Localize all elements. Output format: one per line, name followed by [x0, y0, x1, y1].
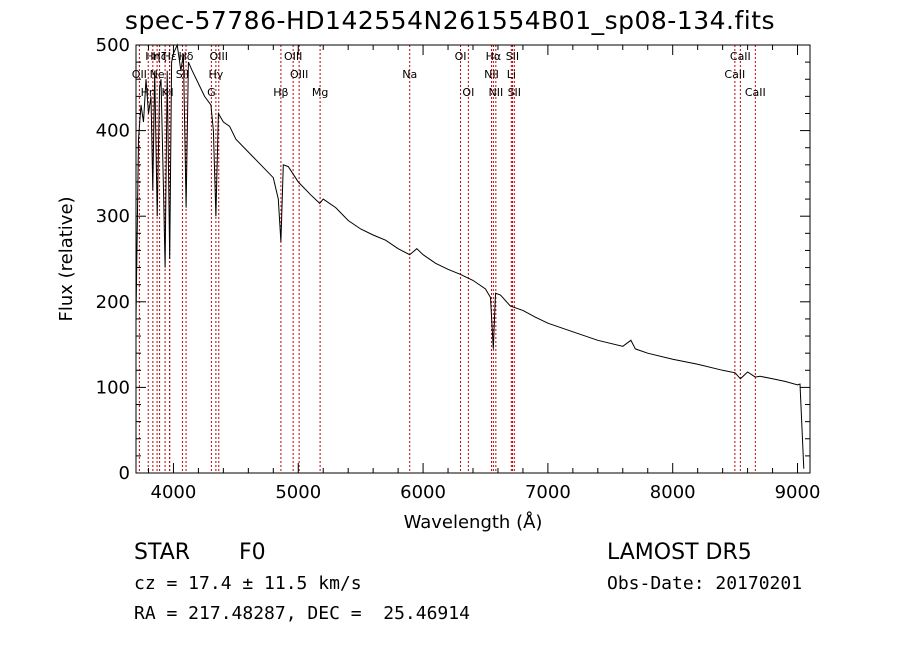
emission-line-markers — [138, 45, 756, 473]
y-tick-label: 100 — [96, 377, 130, 398]
object-subclass: F0 — [239, 540, 266, 565]
line-marker-label: Hδ — [179, 50, 194, 63]
plot-frame — [135, 44, 811, 474]
line-marker-label: CaII — [724, 68, 745, 81]
spectrum-series-line — [135, 43, 805, 469]
line-marker-label: SII — [508, 86, 521, 99]
line-marker-label: Li — [507, 68, 516, 81]
x-axis-label: Wavelength (Å) — [404, 511, 543, 533]
y-tick-label: 300 — [96, 206, 130, 227]
line-marker-label: Hζ — [152, 50, 166, 63]
y-tick-label: 200 — [96, 292, 130, 313]
x-tick-label: 8000 — [650, 482, 696, 503]
line-marker-label: OI — [455, 50, 467, 63]
line-marker-label: SII — [176, 68, 189, 81]
x-tick-label: 6000 — [400, 482, 446, 503]
line-marker-label: Hβ — [273, 86, 288, 99]
x-tick-label: 9000 — [775, 482, 821, 503]
line-marker-label: Hα — [486, 50, 502, 63]
line-marker-label: OIII — [290, 68, 308, 81]
line-marker-label: OIII — [210, 50, 228, 63]
x-tick-label: 4000 — [151, 482, 197, 503]
line-marker-label: Hε — [163, 50, 177, 63]
axis-ticks: 4000 5000 6000 7000 8000 9000 0 100 200 300 400 500 — [96, 35, 821, 503]
line-marker-label: Ne — [150, 68, 165, 81]
redshift-cz: cz = 17.4 ± 11.5 km/s — [134, 573, 362, 594]
x-tick-label: 7000 — [525, 482, 571, 503]
line-marker-label: Mg — [312, 86, 328, 99]
observation-date: Obs-Date: 20170201 — [607, 573, 803, 594]
line-marker-label: K — [161, 86, 169, 99]
line-marker-label: CaII — [745, 86, 766, 99]
line-marker-label: Hη — [141, 86, 156, 99]
y-tick-label: 0 — [119, 463, 130, 484]
sky-coordinates: RA = 217.48287, DEC = 25.46914 — [134, 603, 470, 624]
line-marker-label: Hγ — [208, 68, 223, 81]
line-marker-label: H — [165, 86, 173, 99]
y-axis-label: Flux (relative) — [56, 196, 77, 321]
object-class: STAR — [134, 540, 191, 565]
line-marker-label: Hη — [145, 50, 160, 63]
x-tick-label: 5000 — [275, 482, 321, 503]
line-marker-label: NII — [488, 86, 503, 99]
line-marker-label: CaII — [730, 50, 751, 63]
chart-title: spec-57786-HD142554N261554B01_sp08-134.f… — [124, 6, 776, 35]
line-marker-label: Na — [402, 68, 417, 81]
line-marker-label: G — [207, 86, 216, 99]
line-marker-label: NII — [484, 68, 499, 81]
line-marker-label: SII — [506, 50, 519, 63]
survey-name: LAMOST DR5 — [607, 540, 752, 565]
emission-line-labels: OIIHηHηNeHζKHHεSIIHδGHγOIIIHβOIIIOIIIMgN… — [132, 50, 766, 99]
line-marker-label: OIII — [284, 50, 302, 63]
line-marker-label: OI — [462, 86, 474, 99]
y-tick-label: 400 — [96, 121, 130, 142]
y-tick-label: 500 — [96, 35, 130, 56]
